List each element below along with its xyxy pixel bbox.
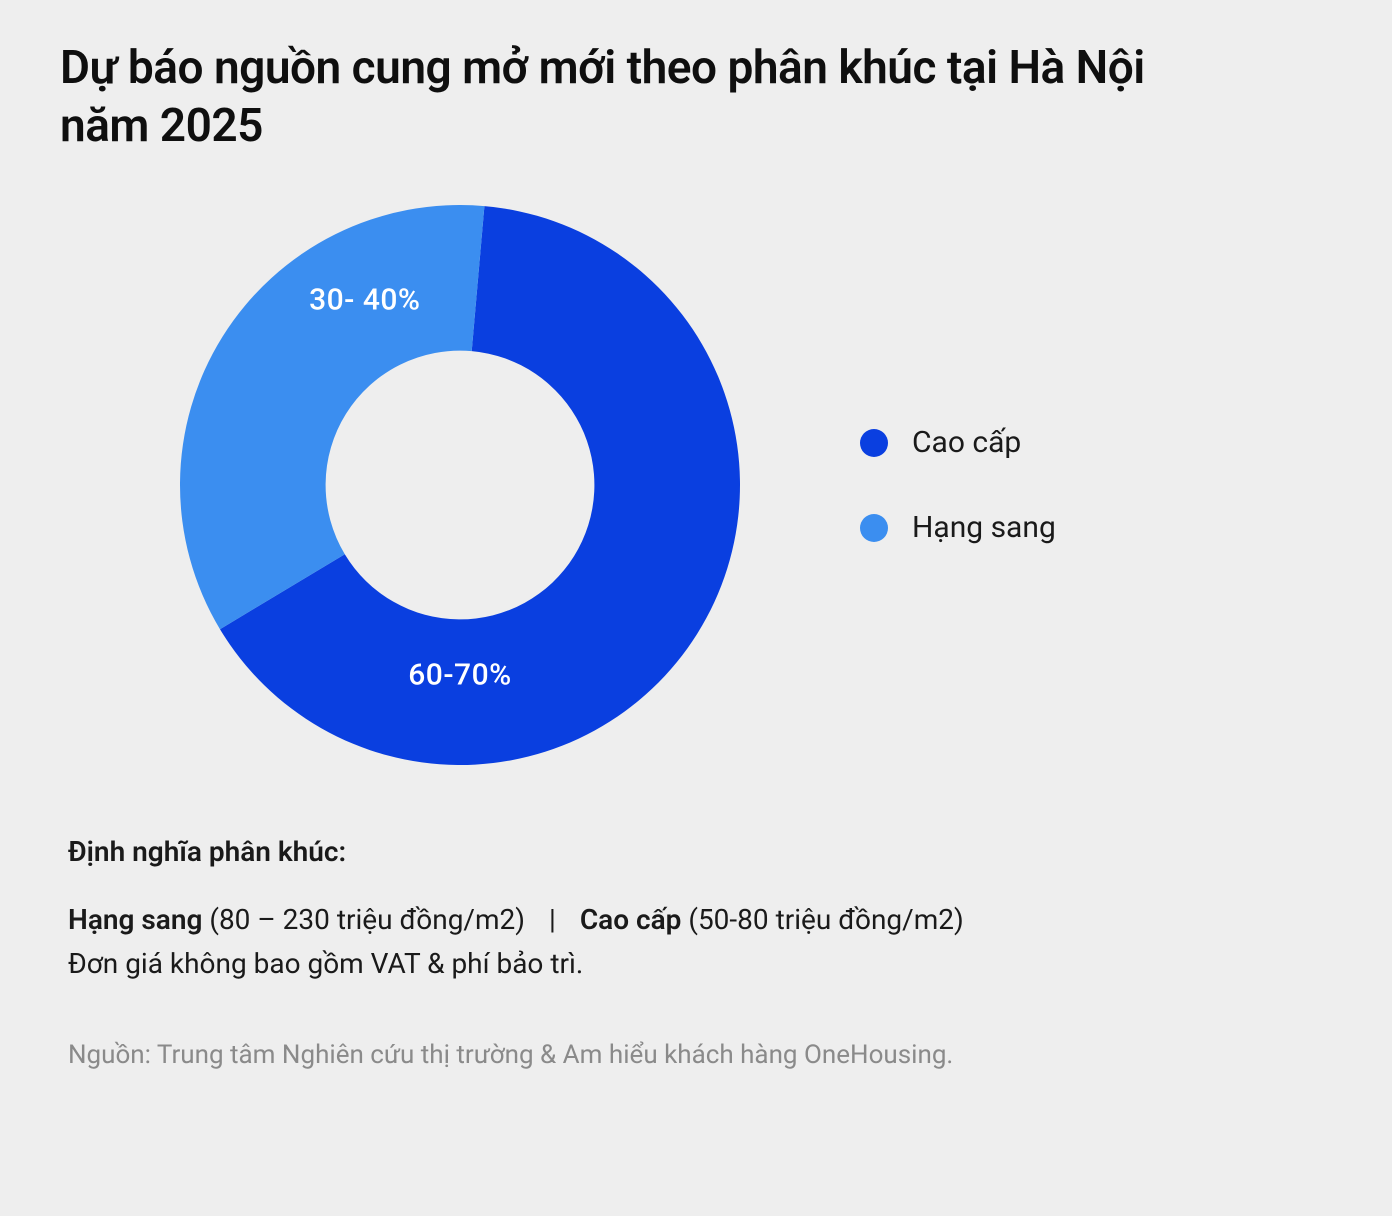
- definitions-heading: Định nghĩa phân khúc:: [68, 835, 1332, 868]
- source-line: Nguồn: Trung tâm Nghiên cứu thị trường &…: [60, 1040, 1332, 1070]
- legend-label-0: Cao cấp: [912, 425, 1021, 460]
- legend-label-1: Hạng sang: [912, 510, 1056, 545]
- segment-range-1: (50-80 triệu đồng/m2): [688, 903, 963, 936]
- segment-range-0: (80 – 230 triệu đồng/m2): [209, 903, 525, 936]
- chart-title: Dự báo nguồn cung mở mới theo phân khúc …: [60, 40, 1160, 155]
- legend: Cao cấp Hạng sang: [860, 425, 1056, 545]
- segment-name-0: Hạng sang: [68, 903, 209, 936]
- segment-name-1: Cao cấp: [580, 903, 689, 936]
- segment-separator: |: [549, 898, 556, 943]
- chart-row: 60-70% 30- 40% Cao cấp Hạng sang: [60, 205, 1332, 765]
- donut-chart: 60-70% 30- 40%: [180, 205, 740, 765]
- legend-item-1: Hạng sang: [860, 510, 1056, 545]
- slice-label-hang_sang: 30- 40%: [309, 283, 420, 318]
- definitions-block: Định nghĩa phân khúc: Hạng sang (80 – 23…: [60, 835, 1332, 980]
- definitions-note: Đơn giá không bao gồm VAT & phí bảo trì.: [68, 947, 1332, 980]
- legend-dot-1: [860, 514, 888, 542]
- legend-dot-0: [860, 429, 888, 457]
- slice-label-cao_cap: 60-70%: [408, 658, 512, 693]
- legend-item-0: Cao cấp: [860, 425, 1056, 460]
- definitions-line: Hạng sang (80 – 230 triệu đồng/m2) | Cao c…: [68, 898, 1332, 943]
